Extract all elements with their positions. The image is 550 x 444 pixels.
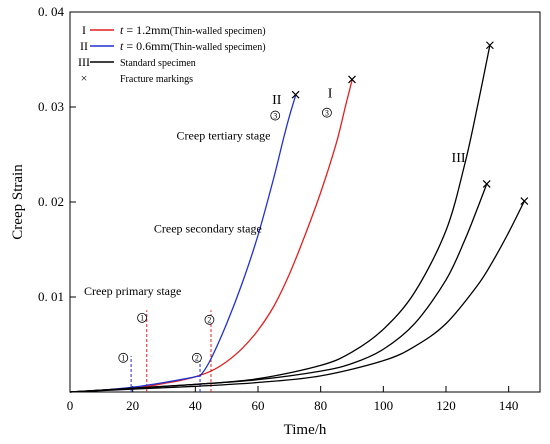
legend-label: Fracture markings [120, 74, 193, 85]
circled-number-text: 1 [140, 314, 144, 323]
fracture-marker-stroke [348, 75, 356, 84]
legend-prefix: III [78, 55, 90, 69]
y-tick-label: 0. 02 [38, 194, 64, 209]
legend-entry: × Fracture markings [81, 71, 194, 85]
y-tick-label: 0. 04 [38, 4, 65, 19]
legend-prefix: II [80, 39, 88, 53]
stage-label: Creep secondary stage [154, 221, 262, 235]
fracture-marker [482, 180, 491, 188]
circled-number-ring [270, 110, 281, 121]
circled-number-ring [204, 314, 215, 325]
circled-number-ring [191, 352, 202, 363]
fracture-marker-stroke [291, 90, 300, 99]
x-tick-label: 60 [252, 398, 265, 413]
fracture-marker [291, 90, 300, 99]
fracture-marker-stroke [482, 180, 491, 188]
x-tick-label: 40 [189, 398, 202, 413]
legend-prefix: I [82, 23, 86, 37]
series-roman-label: I [328, 87, 333, 102]
data-series [69, 45, 525, 393]
stage-label: Creep primary stage [84, 284, 181, 298]
circled-number-text: 3 [273, 111, 277, 120]
x-tick-label: 100 [374, 398, 394, 413]
circled-number-ring [137, 312, 147, 323]
fracture-marker [348, 75, 356, 84]
circled-number: 2 [191, 352, 202, 363]
x-tick-label: 80 [314, 398, 327, 413]
stage-label: Creep tertiary stage [177, 128, 271, 142]
series-line-5 [69, 200, 525, 393]
circled-number-text: 2 [207, 316, 211, 325]
fracture-marker [520, 197, 529, 205]
legend-entry: III Standard specimen [78, 55, 196, 69]
circled-number: 2 [204, 314, 215, 325]
y-tick-label: 0. 01 [38, 289, 64, 304]
circled-number-text: 1 [121, 354, 125, 363]
legend-label: Standard specimen [120, 58, 196, 69]
circled-number-ring [322, 107, 332, 118]
series-roman-label: III [452, 151, 466, 166]
series-roman-label: II [272, 93, 282, 108]
y-axis-ticks: 0. 01 0. 02 0. 03 0. 04 [38, 4, 76, 393]
x-axis-label: Time/h [284, 422, 327, 438]
plot-frame [69, 11, 541, 393]
x-tick-label: 0 [67, 398, 74, 413]
circled-number-ring [118, 352, 129, 363]
circled-number-text: 2 [195, 354, 199, 363]
x-tick-label: 120 [436, 398, 456, 413]
fracture-markers [291, 41, 529, 205]
y-axis-label: Creep Strain [10, 164, 26, 240]
fracture-marker-stroke [485, 41, 494, 50]
x-tick-label: 140 [499, 398, 519, 413]
legend-prefix: × [81, 71, 88, 85]
fracture-marker [485, 41, 494, 50]
x-tick-label: 20 [126, 398, 139, 413]
fracture-marker-stroke [520, 197, 529, 205]
series-line-4 [69, 183, 488, 393]
circled-number: 3 [270, 110, 281, 121]
x-axis-ticks: 0 20 40 60 80 100 120 140 [67, 386, 519, 413]
circled-number: 3 [322, 107, 332, 118]
series-line-1 [69, 80, 353, 393]
y-tick-label: 0. 03 [38, 99, 64, 114]
series-line-2 [69, 95, 297, 393]
circled-number: 1 [118, 352, 129, 363]
legend-label: t = 0.6mm(Thin-walled specimen) [120, 39, 266, 53]
legend-label: t = 1.2mm(Thin-walled specimen) [120, 23, 266, 37]
legend-entry: II t = 0.6mm(Thin-walled specimen) [80, 39, 266, 53]
circled-number-text: 3 [325, 109, 329, 118]
circled-number: 1 [137, 312, 147, 323]
